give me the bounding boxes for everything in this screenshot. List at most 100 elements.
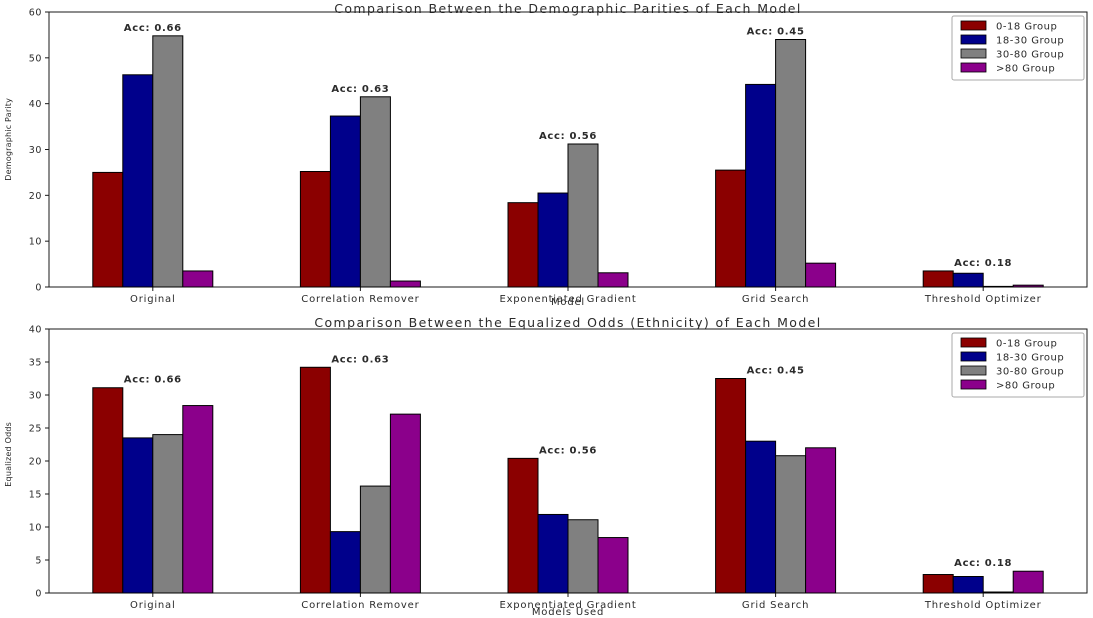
bar-0-18-group — [299, 366, 331, 594]
bar-0-18-group — [715, 378, 747, 594]
bar-0-18-group — [715, 169, 747, 288]
legend-label: 0-18 Group — [996, 22, 1057, 33]
y-tick-label: 0 — [35, 283, 42, 294]
bar--80-group — [1012, 284, 1044, 288]
acc-annotation: Acc: 0.56 — [539, 445, 597, 456]
y-tick-label: 15 — [29, 490, 42, 501]
bar-30-80-group — [567, 143, 599, 288]
legend-swatch — [960, 20, 987, 31]
equalized-odds-chart: Comparison Between the Equalized Odds (E… — [0, 312, 1093, 618]
x-tick-label: Correlation Remover — [301, 600, 419, 611]
bar-30-80-group — [152, 434, 184, 594]
y-tick-label: 40 — [29, 325, 42, 336]
bar--80-group — [597, 272, 629, 288]
bar-18-30-group — [745, 440, 777, 594]
legend-swatch — [960, 62, 987, 73]
chart-title: Comparison Between the Equalized Odds (E… — [314, 315, 822, 330]
bar-0-18-group — [922, 574, 954, 594]
y-tick-label: 40 — [29, 99, 42, 110]
acc-annotation: Acc: 0.56 — [539, 131, 597, 142]
plot-canvas: 0 10 20 30 40 50 60 Original Acc: 0.66 Correlatio… — [29, 8, 1088, 305]
acc-annotation: Acc: 0.63 — [331, 354, 389, 365]
bar--80-group — [805, 447, 837, 594]
bar-30-80-group — [359, 96, 391, 288]
bar-18-30-group — [122, 437, 154, 594]
bar-30-80-group — [775, 455, 807, 594]
y-tick-label: 10 — [29, 523, 42, 534]
bar-30-80-group — [152, 35, 184, 288]
legend-label: 18-30 Group — [996, 36, 1064, 47]
acc-annotation: Acc: 0.45 — [747, 366, 805, 377]
acc-annotation: Acc: 0.66 — [124, 375, 182, 386]
bar-18-30-group — [537, 513, 569, 594]
bar-0-18-group — [507, 457, 539, 594]
bar-0-18-group — [922, 270, 954, 288]
legend-label: 0-18 Group — [996, 339, 1057, 350]
y-tick-label: 20 — [29, 457, 42, 468]
legend-label: 30-80 Group — [996, 367, 1064, 378]
bar--80-group — [182, 270, 214, 288]
x-tick-label: Original — [130, 600, 176, 611]
bar--80-group — [805, 262, 837, 288]
acc-annotation: Acc: 0.18 — [954, 258, 1012, 269]
bar-30-80-group — [359, 485, 391, 594]
legend-swatch — [960, 337, 987, 348]
y-tick-label: 0 — [35, 589, 42, 600]
legend-swatch — [960, 379, 987, 390]
y-tick-label: 60 — [29, 8, 42, 19]
x-tick-label: Original — [130, 294, 176, 305]
legend-label: >80 Group — [996, 64, 1055, 75]
legend-swatch — [960, 365, 987, 376]
bar-0-18-group — [299, 171, 331, 288]
bar-18-30-group — [122, 74, 154, 288]
legend-swatch — [960, 351, 987, 362]
bar-18-30-group — [329, 115, 361, 288]
acc-annotation: Acc: 0.63 — [331, 84, 389, 95]
y-tick-label: 50 — [29, 53, 42, 64]
x-tick-label: Threshold Optimizer — [924, 294, 1042, 305]
bar-0-18-group — [92, 171, 124, 288]
y-tick-label: 5 — [35, 556, 42, 567]
bar-30-80-group — [982, 591, 1014, 594]
acc-annotation: Acc: 0.66 — [124, 23, 182, 34]
legend-label: >80 Group — [996, 381, 1055, 392]
bar-30-80-group — [982, 285, 1014, 288]
plot-canvas: 0 5 10 15 20 25 30 35 40 Original Acc: 0.66 Correla… — [29, 325, 1088, 611]
acc-annotation: Acc: 0.45 — [747, 27, 805, 38]
bar-18-30-group — [745, 83, 777, 288]
y-tick-label: 25 — [29, 424, 42, 435]
y-tick-label: 30 — [29, 145, 42, 156]
x-tick-label: Grid Search — [742, 294, 809, 305]
bar-18-30-group — [952, 576, 984, 594]
demographic-parity-chart: Comparison Between the Demographic Parit… — [4, 1, 1088, 308]
bar-18-30-group — [329, 531, 361, 594]
x-tick-label: Threshold Optimizer — [924, 600, 1042, 611]
x-axis-label: Model — [550, 297, 586, 308]
y-tick-label: 35 — [29, 358, 42, 369]
bar-0-18-group — [507, 202, 539, 288]
y-tick-label: 10 — [29, 237, 42, 248]
x-tick-label: Grid Search — [742, 600, 809, 611]
bar--80-group — [389, 413, 421, 594]
bar-30-80-group — [567, 519, 599, 594]
bar--80-group — [389, 280, 421, 288]
acc-annotation: Acc: 0.18 — [954, 558, 1012, 569]
bar--80-group — [597, 537, 629, 594]
bar-0-18-group — [92, 387, 124, 594]
x-tick-label: Exponentiated Gradient — [499, 600, 636, 611]
bar-30-80-group — [775, 39, 807, 288]
x-axis-label: Models Used — [531, 607, 605, 618]
bar--80-group — [1012, 570, 1044, 594]
x-tick-label: Exponentiated Gradient — [499, 294, 636, 305]
legend-label: 18-30 Group — [996, 353, 1064, 364]
bar--80-group — [182, 405, 214, 594]
legend-swatch — [960, 34, 987, 45]
legend-swatch — [960, 48, 987, 59]
legend-label: 30-80 Group — [996, 50, 1064, 61]
bar-18-30-group — [952, 272, 984, 288]
bar-18-30-group — [537, 192, 569, 288]
y-tick-label: 30 — [29, 391, 42, 402]
x-tick-label: Correlation Remover — [301, 294, 419, 305]
y-tick-label: 20 — [29, 191, 42, 202]
